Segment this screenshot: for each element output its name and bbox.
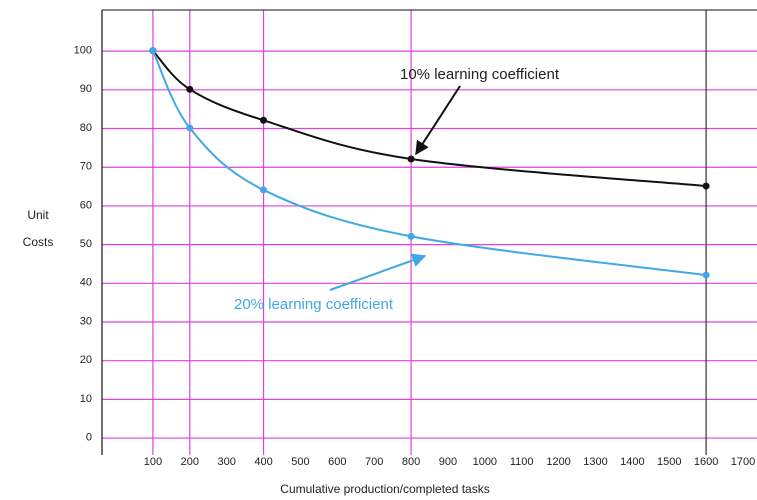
point [186,85,194,93]
y-tick-label: 50 [80,238,92,250]
y-tick-label: 100 [74,45,92,57]
line [151,50,707,277]
point [702,271,710,279]
arrow [329,253,427,291]
y-tick-label: 20 [80,354,92,366]
point [149,47,157,55]
y-tick-label: 80 [80,122,92,134]
point [702,182,710,190]
x-tick-label: 1000 [473,456,497,468]
x-tick-label: 300 [217,456,235,468]
x-axis-label: Cumulative production/completed tasks [280,482,489,496]
marks [149,47,710,279]
y-tick-label: 10 [80,393,92,405]
point [407,155,415,163]
x-tick-label: 200 [181,456,199,468]
grid [102,10,757,455]
point [260,186,268,194]
y-axis-label: Unit [27,208,49,222]
x-tick-label: 1600 [694,456,718,468]
x-tick-label: 500 [291,456,309,468]
x-tick-label: 1100 [510,456,534,468]
y-tick-label: 70 [80,161,92,173]
y-tick-label: 30 [80,315,92,327]
point [407,232,415,240]
annotation: 10% learning coefficient [400,66,560,83]
y-tick-label: 90 [80,83,92,95]
y-tick-label: 0 [86,431,92,443]
annotation: 20% learning coefficient [234,296,394,313]
x-tick-label: 1500 [657,456,681,468]
x-tick-label: 1700 [731,456,755,468]
x-tick-label: 800 [402,456,420,468]
arrow [415,85,461,156]
x-tick-label: 1200 [546,456,570,468]
x-tick-label: 1300 [583,456,607,468]
x-tick-label: 100 [144,456,162,468]
x-tick-label: 400 [254,456,272,468]
point [260,116,268,124]
x-tick-label: 1400 [620,456,644,468]
point [186,124,194,132]
y-axis-label: Costs [23,235,54,249]
y-tick-label: 60 [80,199,92,211]
y-tick-label: 40 [80,277,92,289]
x-tick-label: 900 [439,456,457,468]
x-tick-label: 600 [328,456,346,468]
x-tick-label: 700 [365,456,383,468]
